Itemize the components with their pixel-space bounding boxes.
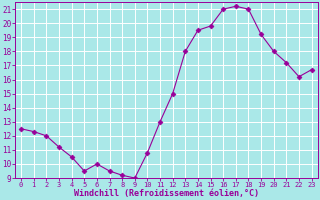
X-axis label: Windchill (Refroidissement éolien,°C): Windchill (Refroidissement éolien,°C)	[74, 189, 259, 198]
